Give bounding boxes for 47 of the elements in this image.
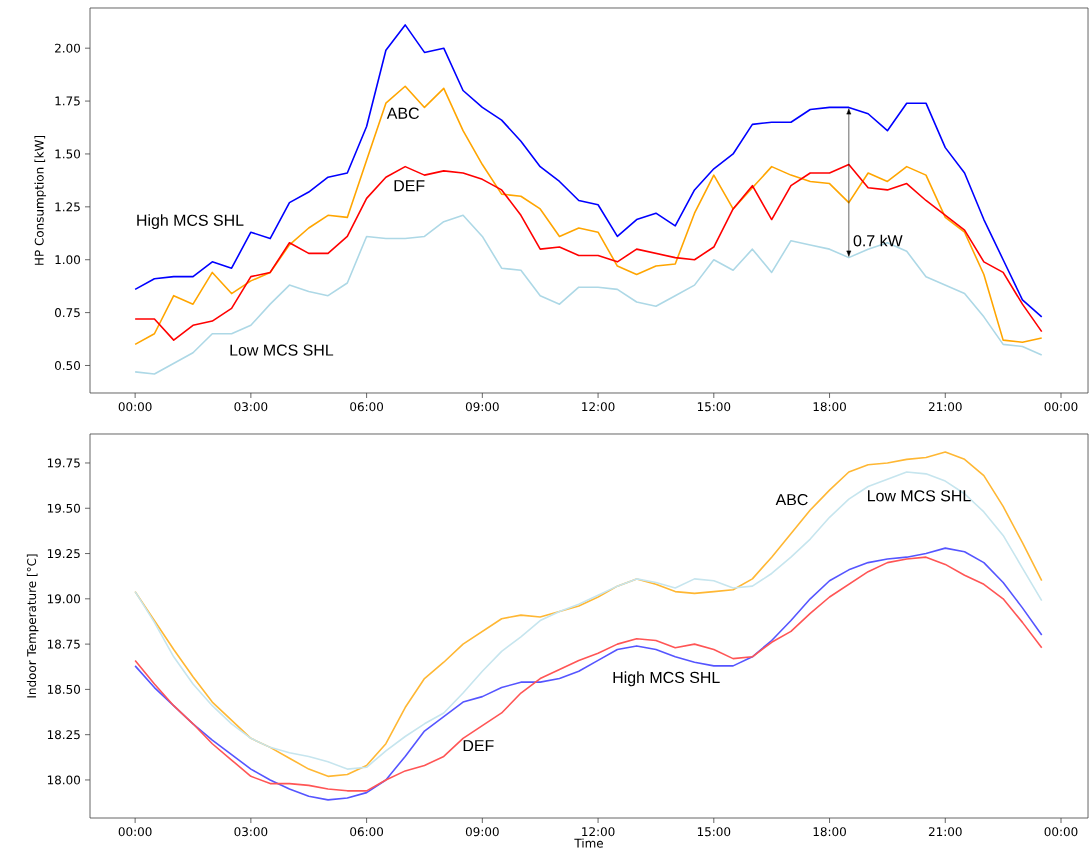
y-tick-label: 18.75 [47,639,80,649]
y-axis-title: HP Consumption [kW] [34,135,47,265]
line-series [134,24,1043,318]
series-label: ABC [775,493,808,506]
series-label: Low MCS SHL [230,344,334,356]
x-tick-label: 21:00 [928,827,962,837]
x-tick-label: 03:00 [234,402,268,412]
x-tick-label: 00:00 [118,827,152,837]
annotation: 0.7 kW [853,234,903,247]
x-tick-label: 12:00 [582,827,615,837]
y-tick-label: 19.50 [47,503,81,513]
series-label: Low MCS SHL [868,490,971,502]
y-tick-label: 19.25 [47,549,80,559]
y-tick-label: 1.25 [55,202,80,212]
x-tick-label: 09:00 [465,402,499,412]
x-tick-label: 00:00 [1044,402,1078,412]
series-label: DEF [463,740,494,752]
series-label: High MCS SHL [137,214,244,230]
y-tick-label: 18.00 [47,775,81,785]
x-tick-label: 09:00 [465,827,499,837]
series-label: DEF [394,180,425,192]
y-tick-label: 19.75 [47,458,80,468]
x-tick-label: 15:00 [697,827,731,837]
x-tick-label: 03:00 [234,827,268,837]
x-tick-label: 15:00 [697,402,731,412]
x-tick-label: 18:00 [813,827,846,837]
y-tick-label: 0.75 [54,308,80,318]
series-label: High MCS SHL [613,671,720,687]
y-axis-title: Indoor Temperature [°C] [26,554,39,698]
x-tick-label: 00:00 [1044,827,1078,837]
x-tick-label: 18:00 [813,402,846,412]
y-tick-label: 0.50 [54,360,81,371]
y-tick-label: 18.25 [47,730,80,740]
x-axis-title: Time [574,838,604,848]
y-tick-label: 1.75 [55,96,80,106]
x-tick-label: 06:00 [350,827,384,837]
series-label: ABC [386,107,419,119]
x-tick-label: 06:00 [350,402,384,412]
y-tick-label: 1.00 [55,255,81,265]
x-tick-label: 12:00 [582,402,615,412]
x-tick-label: 00:00 [118,402,152,412]
y-tick-label: 19.00 [47,594,81,604]
y-tick-label: 2.00 [55,43,81,53]
y-tick-label: 1.50 [55,149,81,159]
line-series [134,85,1043,346]
x-tick-label: 21:00 [928,402,962,412]
y-tick-label: 18.50 [47,684,81,694]
